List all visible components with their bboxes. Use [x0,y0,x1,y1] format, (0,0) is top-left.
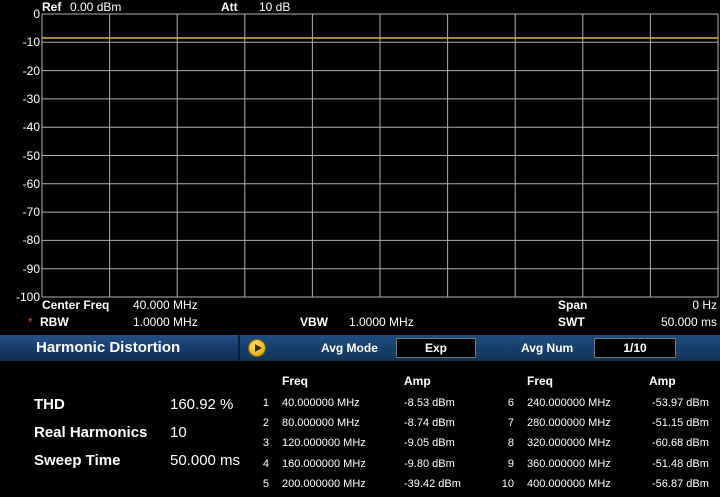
header-bar: Ref 0.00 dBm Att 10 dB [0,0,720,14]
harmonic-amp: -53.97 dBm [652,397,709,409]
real-harmonics-value: 10 [170,424,187,441]
sweep-time-label: Sweep Time [34,452,121,469]
avg-num-label: Avg Num [521,341,574,355]
harmonic-freq: 200.000000 MHz [282,478,366,490]
y-tick-label: 0 [33,7,40,21]
harmonic-freq: 120.000000 MHz [282,437,366,449]
harmonic-index: 8 [507,437,514,449]
avg-num-field[interactable]: 1/10 [594,338,676,358]
y-tick-label: -30 [22,91,40,106]
vbw-value: 1.0000 MHz [349,315,414,329]
harmonic-index: 2 [262,417,269,429]
table-header-freq-right: Freq [527,374,554,388]
sweep-time-value: 50.000 ms [170,452,241,469]
y-tick-label: -100 [15,290,40,304]
rbw-marker: * [28,315,33,329]
harmonic-amp: -51.15 dBm [652,417,709,429]
center-freq-value: 40.000 MHz [133,298,198,312]
harmonic-freq: 320.000000 MHz [527,437,611,449]
info-row-1: Center Freq 40.000 MHz Span 0 Hz [0,298,720,313]
real-harmonics-label: Real Harmonics [34,424,148,441]
span-label: Span [558,298,588,312]
harmonic-amp: -9.80 dBm [404,458,455,470]
vbw-label: VBW [300,315,328,329]
harmonic-freq: 280.000000 MHz [527,417,611,429]
harmonic-index: 3 [262,437,269,449]
span-value: 0 Hz [692,298,717,312]
avg-mode-label: Avg Mode [321,341,378,355]
y-tick-label: -50 [22,148,40,163]
rbw-label: RBW [40,315,69,329]
harmonic-index: 9 [507,458,514,470]
harmonic-index: 7 [507,417,514,429]
harmonic-freq: 40.000000 MHz [282,397,360,409]
table-header-amp-left: Amp [404,374,431,388]
y-tick-label: -40 [22,120,40,135]
swt-value: 50.000 ms [660,315,717,329]
y-tick-label: -60 [22,176,40,191]
harmonic-freq: 80.000000 MHz [282,417,360,429]
harmonic-amp: -60.68 dBm [652,437,709,449]
harmonic-amp: -8.74 dBm [404,417,455,429]
harmonic-freq: 360.000000 MHz [527,458,611,470]
harmonic-index: 5 [262,478,269,490]
harmonic-index: 6 [507,397,514,409]
y-tick-label: -20 [22,63,40,78]
table-header-amp-right: Amp [649,374,676,388]
harmonic-index: 1 [262,397,269,409]
harmonic-amp: -51.48 dBm [652,458,709,470]
ref-value: 0.00 dBm [70,0,122,14]
table-header-freq-left: Freq [282,374,309,388]
harmonic-index: 4 [262,458,269,470]
menu-title[interactable]: Harmonic Distortion [0,335,240,361]
center-freq-label: Center Freq [42,298,110,312]
swt-label: SWT [558,315,585,329]
y-tick-label: -90 [22,261,40,276]
harmonic-amp: -39.42 dBm [404,478,461,490]
thd-label: THD [34,396,65,413]
rbw-value: 1.0000 MHz [133,315,198,329]
harmonic-amp: -9.05 dBm [404,437,455,449]
harmonic-freq: 400.000000 MHz [527,478,611,490]
avg-mode-field[interactable]: Exp [396,338,476,358]
y-tick-label: -10 [22,35,40,50]
harmonic-freq: 160.000000 MHz [282,458,366,470]
info-row-2: * RBW 1.0000 MHz VBW 1.0000 MHz SWT 50.0… [0,315,720,330]
harmonic-amp: -8.53 dBm [404,397,455,409]
harmonic-freq: 240.000000 MHz [527,397,611,409]
harmonic-index: 10 [501,478,514,490]
att-value: 10 dB [259,0,291,14]
y-tick-label: -70 [22,205,40,220]
harmonic-amp: -56.87 dBm [652,478,709,490]
play-icon[interactable] [248,339,266,357]
thd-value: 160.92 % [170,396,234,413]
att-label: Att [221,0,238,14]
spectrum-plot [41,13,719,298]
measurement-menu-bar: Harmonic Distortion Avg Mode Exp Avg Num… [0,335,720,361]
y-tick-label: -80 [22,233,40,248]
ref-label: Ref [42,0,62,14]
